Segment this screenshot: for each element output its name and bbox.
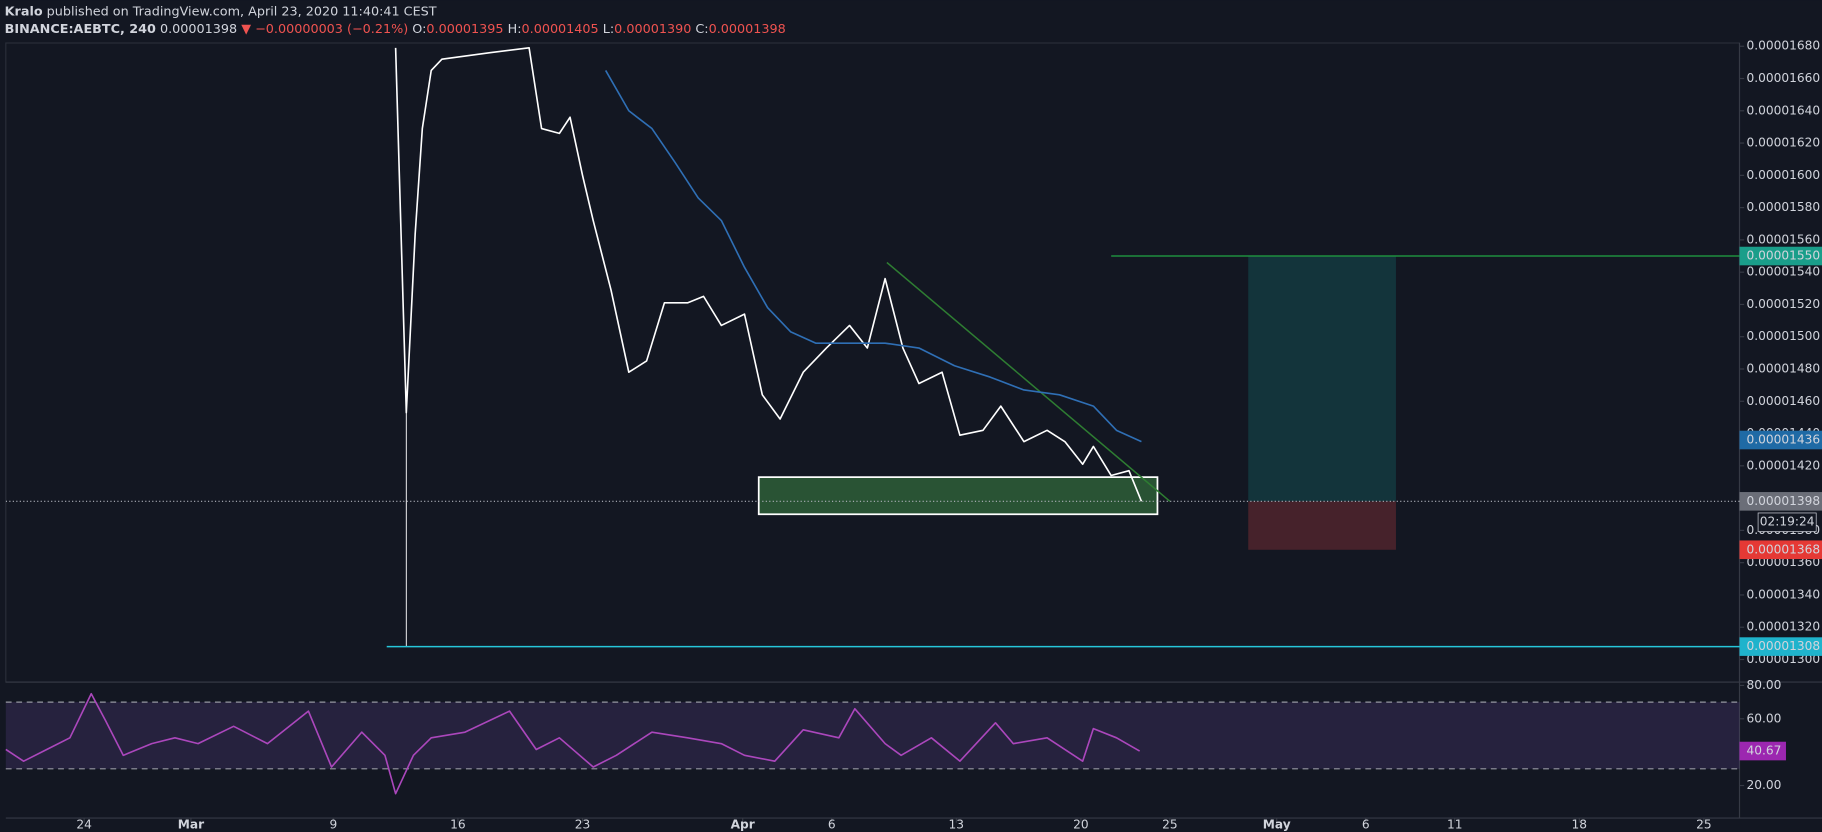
value-marker bbox=[1739, 741, 1786, 761]
value-marker-label: 40.67 bbox=[1746, 744, 1781, 758]
x-tick-label: 6 bbox=[1362, 818, 1370, 832]
y-tick-label: 0.00001480 bbox=[1746, 362, 1820, 376]
x-tick-label: 25 bbox=[1696, 818, 1712, 832]
price-marker-label: 0.00001550 bbox=[1746, 249, 1820, 263]
y-tick-label: 80.00 bbox=[1746, 678, 1781, 692]
y-tick-label: 0.00001500 bbox=[1746, 329, 1820, 343]
symbol: BINANCE:AEBTC, 240 bbox=[5, 22, 156, 37]
author: Kralo bbox=[5, 4, 43, 19]
support-zone bbox=[757, 476, 1159, 516]
position-profit bbox=[1248, 256, 1396, 502]
x-tick-label: Apr bbox=[731, 818, 755, 832]
rsi-band bbox=[5, 702, 1740, 769]
ohlc-low-label: L: bbox=[603, 22, 614, 37]
y-tick-label: 0.00001540 bbox=[1746, 265, 1820, 279]
ohlc-close-label: C: bbox=[695, 22, 708, 37]
y-tick-label: 0.00001640 bbox=[1746, 103, 1820, 117]
y-tick-label: 20.00 bbox=[1746, 778, 1781, 792]
countdown: 02:19:24 bbox=[1760, 515, 1815, 529]
price-marker-label: 0.00001436 bbox=[1746, 433, 1820, 447]
price-marker-label: 0.00001398 bbox=[1746, 494, 1820, 508]
x-tick-label: May bbox=[1263, 818, 1291, 832]
y-tick-label: 0.00001680 bbox=[1746, 39, 1820, 53]
x-tick-label: Mar bbox=[178, 818, 204, 832]
y-tick-label: 0.00001580 bbox=[1746, 200, 1820, 214]
series-line bbox=[5, 692, 1141, 795]
price-marker bbox=[1739, 492, 1822, 511]
series-line bbox=[604, 70, 1142, 443]
ohlc-high-label: H: bbox=[508, 22, 522, 37]
ohlc-low: 0.00001390 bbox=[614, 22, 691, 37]
y-tick-label: 0.00001600 bbox=[1746, 168, 1820, 182]
x-tick-label: 20 bbox=[1073, 818, 1089, 832]
y-tick-label: 0.00001560 bbox=[1746, 232, 1820, 246]
x-tick-label: 24 bbox=[76, 818, 92, 832]
ohlc-open-label: O: bbox=[412, 22, 426, 37]
price-pane bbox=[5, 42, 1741, 683]
price-layer bbox=[5, 47, 1740, 648]
ohlc-high: 0.00001405 bbox=[522, 22, 599, 37]
series-line bbox=[394, 47, 1143, 502]
trend-line bbox=[886, 261, 1171, 502]
y-tick-label: 0.00001320 bbox=[1746, 620, 1820, 634]
x-tick-label: 11 bbox=[1447, 818, 1463, 832]
x-tick-label: 23 bbox=[575, 818, 591, 832]
y-tick-label: 60.00 bbox=[1746, 711, 1781, 725]
price-marker-label: 0.00001308 bbox=[1746, 639, 1820, 653]
y-tick-label: 0.00001520 bbox=[1746, 297, 1820, 311]
price-marker bbox=[1739, 637, 1822, 656]
price-marker bbox=[1739, 246, 1822, 266]
header-line-2: BINANCE:AEBTC, 240 0.00001398 ▼ −0.00000… bbox=[5, 22, 786, 37]
position-loss bbox=[1248, 501, 1396, 550]
y-tick-label: 0.00001420 bbox=[1746, 458, 1820, 472]
x-tick-label: 16 bbox=[450, 818, 466, 832]
x-tick-label: 18 bbox=[1572, 818, 1588, 832]
ohlc-close: 0.00001398 bbox=[709, 22, 786, 37]
last-price: 0.00001398 bbox=[160, 22, 237, 37]
header-line-1: Kralo published on TradingView.com, Apri… bbox=[5, 4, 437, 19]
y-tick-label: 0.00001460 bbox=[1746, 394, 1820, 408]
x-tick-label: 6 bbox=[828, 818, 836, 832]
y-tick-label: 0.00001340 bbox=[1746, 587, 1820, 601]
countdown-box bbox=[1757, 512, 1817, 532]
x-tick-label: 9 bbox=[329, 818, 337, 832]
y-tick-label: 0.00001660 bbox=[1746, 71, 1820, 85]
publication: published on TradingView.com, April 23, … bbox=[47, 4, 437, 19]
price-marker bbox=[1739, 430, 1822, 450]
change: ▼ −0.00000003 (−0.21%) bbox=[241, 22, 408, 37]
x-tick-label: 13 bbox=[949, 818, 965, 832]
x-tick-label: 25 bbox=[1162, 818, 1178, 832]
price-marker-label: 0.00001368 bbox=[1746, 542, 1820, 556]
y-tick-label: 0.00001620 bbox=[1746, 136, 1820, 150]
price-marker bbox=[1739, 540, 1822, 560]
ohlc-open: 0.00001395 bbox=[426, 22, 503, 37]
